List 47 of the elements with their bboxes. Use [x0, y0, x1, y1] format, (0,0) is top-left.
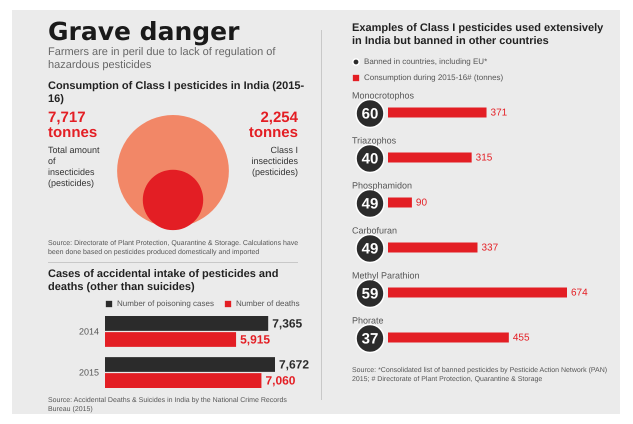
legend-label: Number of deaths: [236, 299, 300, 308]
bar: [105, 373, 262, 388]
bar: [105, 332, 236, 347]
data-label: 674: [571, 288, 588, 298]
category-label: Class I insecticides (pesticides): [251, 145, 298, 177]
bar: [105, 316, 268, 331]
bar: [388, 152, 472, 162]
text: Consumption of Class I pesticides in India (2015-16): [48, 80, 306, 106]
data-label: 49: [362, 240, 378, 258]
data-label: 49: [362, 196, 378, 212]
data-label: 371: [490, 108, 508, 118]
data-label: 40: [362, 150, 378, 168]
category-label: Phosphamidon: [352, 180, 412, 190]
bar: [388, 242, 478, 252]
bar: [105, 357, 275, 372]
data-label: 2,254 tonnes: [248, 109, 299, 141]
text: Farmers are in peril due to lack of regulation of hazardous pesticides: [48, 46, 276, 72]
bar: [388, 198, 412, 208]
category-label: Phorate: [352, 316, 384, 326]
data-label: 37: [362, 330, 378, 348]
data-label: 59: [362, 286, 378, 302]
text: Grave danger: [48, 17, 240, 46]
y-tick-label: 2015: [78, 368, 99, 378]
data-label: 7,365: [272, 316, 303, 330]
bar: [388, 332, 509, 342]
data-label: 5,915: [240, 332, 270, 346]
legend-label: Banned in countries, including EU*: [364, 57, 488, 66]
category-label: Triazophos: [352, 136, 397, 146]
data-label: 7,717 tonnes: [48, 109, 98, 141]
bar: [388, 108, 487, 118]
data-label: 7,672: [279, 358, 310, 372]
data-label: 90: [416, 198, 428, 208]
category-label: Methyl Parathion: [352, 270, 420, 280]
data-label: 7,060: [265, 374, 296, 388]
data-label: 60: [362, 106, 378, 122]
category-label: Carbofuran: [352, 226, 398, 236]
chart-title: Cases of accidental intake of pesticides and deaths (other than suicides): [48, 268, 280, 294]
bar: [388, 288, 567, 298]
data-label: 337: [482, 242, 499, 254]
category-label: Monocrotophos: [352, 90, 415, 100]
y-tick-label: 2014: [78, 326, 99, 336]
legend-label: Consumption during 2015-16# (tonnes): [364, 73, 504, 82]
data-label: 315: [476, 152, 493, 164]
legend-label: Number of poisoning cases: [117, 299, 214, 308]
text: Examples of Class I pesticides used extensively in India but banned in other countries: [352, 22, 604, 49]
category-label: Total amount of insecticides (pesticides): [48, 145, 100, 188]
data-label: 455: [512, 332, 530, 344]
